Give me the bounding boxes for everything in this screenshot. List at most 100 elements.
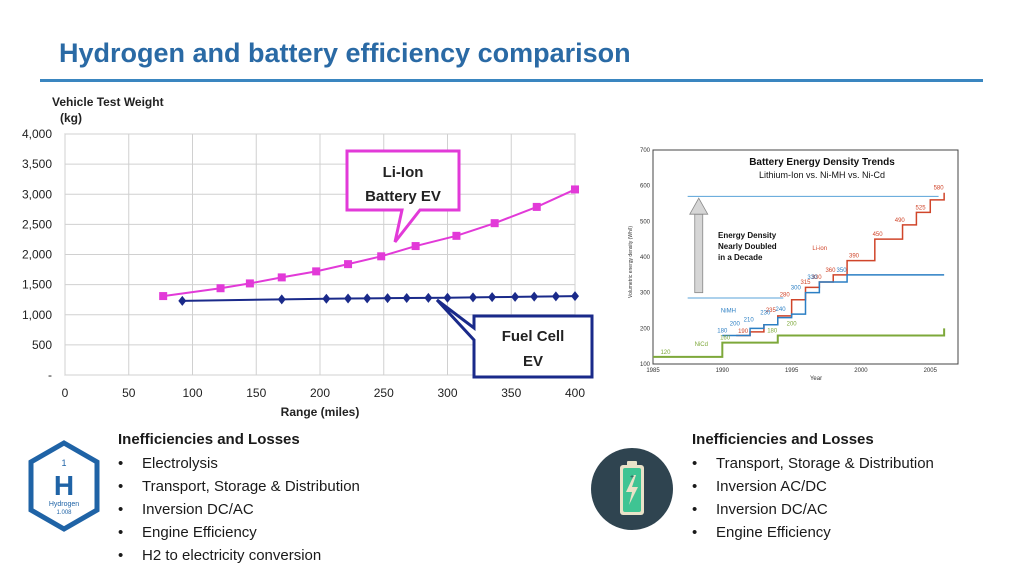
li-ion-callout [345, 149, 461, 243]
element-mass: 1.008 [56, 510, 72, 516]
density-y-tick: 100 [640, 362, 651, 368]
data-point [424, 292, 433, 303]
data-point [530, 291, 539, 302]
data-label: 160 [720, 336, 731, 342]
data-label: 580 [934, 186, 945, 192]
data-label: 200 [787, 321, 798, 327]
data-label: 280 [780, 293, 791, 299]
series-label-nimh: NiMH [721, 308, 736, 314]
data-point [469, 292, 477, 303]
data-label: 525 [916, 205, 927, 211]
data-point [322, 293, 331, 304]
data-point [571, 291, 579, 302]
data-label: 490 [895, 218, 906, 224]
data-point [488, 292, 497, 303]
density-chart-title: Battery Energy Density Trends [749, 157, 895, 168]
series-label-li-ion: Li-ion [812, 246, 827, 252]
density-y-tick: 200 [640, 326, 651, 332]
data-label: 300 [791, 286, 802, 292]
density-x-tick: 2000 [854, 368, 868, 374]
data-label: 235 [766, 308, 777, 314]
density-y-tick: 500 [640, 219, 651, 225]
data-point [571, 185, 579, 194]
data-point [383, 293, 392, 304]
y-axis-title-line2: (kg) [60, 111, 82, 125]
data-label: 330 [812, 275, 823, 281]
x-axis-title: Range (miles) [281, 405, 360, 419]
data-point [490, 219, 499, 228]
density-x-tick: 1995 [785, 368, 799, 374]
data-label: 330 [807, 275, 818, 281]
density-x-tick: 2005 [924, 368, 938, 374]
data-label: 390 [849, 253, 860, 259]
density-y-axis-title: Volumetric energy density (Wh/l) [628, 226, 634, 298]
series-step-nicd [653, 328, 946, 358]
battery-charging-icon: + [591, 448, 673, 530]
data-label: 180 [767, 328, 778, 334]
element-name: Hydrogen [49, 501, 79, 508]
data-label: 450 [873, 232, 884, 238]
hydrogen-losses-panel: Inefficiencies and Losses Electrolysis T… [118, 431, 360, 567]
x-tick-label: 350 [501, 386, 521, 400]
y-tick-label: 1,500 [22, 278, 52, 292]
density-x-axis-title: Year [810, 376, 822, 382]
data-point [245, 279, 254, 288]
element-number: 1 [61, 458, 66, 468]
li-ion-label-line2: Battery EV [365, 188, 441, 205]
battery-losses-panel: Inefficiencies and Losses Transport, Sto… [692, 431, 934, 544]
plus-sign: + [630, 474, 634, 481]
x-tick-label: 0 [62, 386, 69, 400]
data-point [344, 260, 353, 269]
x-tick-label: 100 [182, 386, 202, 400]
density-chart-subtitle: Lithium-Ion vs. Ni-MH vs. Ni-Cd [759, 170, 885, 180]
data-point [532, 202, 541, 211]
data-point [277, 294, 286, 305]
list-item: Inversion AC/DC [692, 475, 934, 498]
data-label: 210 [744, 318, 755, 324]
slide-title: Hydrogen and battery efficiency comparis… [59, 38, 631, 68]
x-tick-label: 50 [122, 386, 136, 400]
series-label-nicd: NiCd [695, 342, 708, 348]
increase-arrow-shaft [694, 213, 704, 294]
data-point [377, 252, 386, 261]
hydrogen-losses-heading: Inefficiencies and Losses [118, 431, 300, 448]
density-y-tick: 400 [640, 255, 651, 261]
x-tick-label: 200 [310, 386, 330, 400]
x-tick-label: 300 [437, 386, 457, 400]
list-item: Inversion DC/AC [692, 498, 934, 521]
increase-arrow-head [689, 197, 709, 215]
data-point [411, 242, 420, 251]
series-step-nimh [722, 274, 945, 337]
data-label: 350 [837, 268, 848, 274]
battery-losses-heading: Inefficiencies and Losses [692, 431, 874, 448]
data-label: 190 [738, 329, 749, 335]
hydrogen-element-icon: 1 H Hydrogen 1.008 [28, 440, 100, 532]
y-tick-label: - [48, 368, 52, 382]
data-label: 200 [730, 321, 741, 327]
data-label: 120 [660, 350, 671, 356]
battery-losses-list: Transport, Storage & Distribution Invers… [692, 452, 934, 544]
data-point [159, 292, 168, 301]
list-item: Engine Efficiency [692, 521, 934, 544]
data-point [511, 291, 520, 302]
density-plot-area [652, 149, 959, 365]
y-axis-title-line1: Vehicle Test Weight [52, 95, 164, 109]
data-point [344, 293, 353, 304]
density-x-tick: 1985 [646, 368, 660, 374]
data-label: 180 [717, 328, 728, 334]
y-tick-label: 1,000 [22, 308, 52, 322]
y-tick-label: 2,000 [22, 248, 52, 262]
list-item: H2 to electricity conversion [118, 544, 360, 567]
annotation-line-3: in a Decade [718, 253, 763, 262]
list-item: Inversion DC/AC [118, 498, 360, 521]
data-label: 230 [760, 311, 771, 317]
list-item: Electrolysis [118, 452, 360, 475]
data-point [402, 293, 411, 304]
fuel-cell-label-line2: EV [523, 353, 543, 370]
data-label: 315 [800, 280, 811, 286]
data-point [551, 291, 560, 302]
annotation-line-1: Energy Density [718, 231, 777, 240]
x-tick-label: 250 [374, 386, 394, 400]
y-tick-label: 2,500 [22, 217, 52, 231]
